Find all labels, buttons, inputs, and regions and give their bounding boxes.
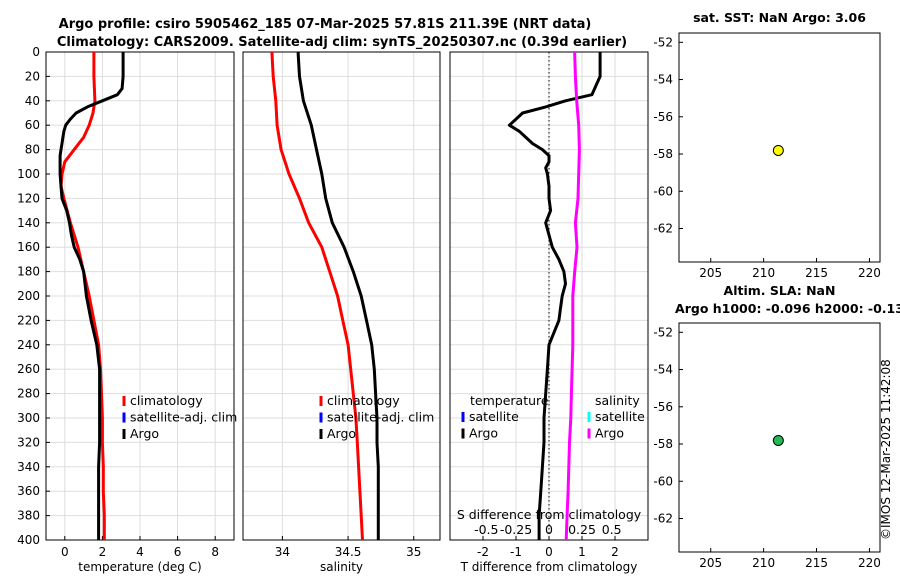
x-tick-label: -2 bbox=[477, 545, 489, 559]
legend-label: Argo bbox=[327, 426, 356, 441]
legend-label: satellite bbox=[469, 409, 519, 424]
y-tick-label: 200 bbox=[17, 289, 40, 303]
legend-label: climatology bbox=[327, 393, 400, 408]
series-argo bbox=[58, 52, 125, 540]
x-tick-label: 2 bbox=[611, 545, 619, 559]
y-tick-label: 40 bbox=[25, 94, 40, 108]
secondary-axis-label: S difference from climatology bbox=[457, 507, 642, 522]
y-tick-label: 180 bbox=[17, 265, 40, 279]
map-title: sat. SST: NaN Argo: 3.06 bbox=[693, 10, 866, 25]
y-tick-label: 340 bbox=[17, 460, 40, 474]
legend-label: satellite-adj. clim bbox=[327, 410, 434, 425]
panel-temperature: 0204060801001201401601802002202402602803… bbox=[17, 45, 237, 574]
x-tick-label: 210 bbox=[752, 556, 775, 570]
legend-label: Argo bbox=[469, 426, 498, 441]
legend-label: Argo bbox=[595, 426, 624, 441]
x-axis-label: T difference from climatology bbox=[460, 560, 638, 574]
argo-position-marker bbox=[772, 434, 784, 446]
secondary-tick-label: 0.5 bbox=[602, 522, 622, 537]
series-argo bbox=[296, 52, 380, 540]
legend-label: satellite-adj. clim bbox=[130, 410, 237, 425]
y-tick-label: -54 bbox=[653, 363, 673, 377]
secondary-tick-label: -0.5 bbox=[474, 522, 498, 537]
y-tick-label: -60 bbox=[653, 184, 673, 198]
legend-label: satellite bbox=[595, 409, 645, 424]
y-tick-label: -62 bbox=[653, 221, 673, 235]
legend-title-salinity: salinity bbox=[595, 393, 640, 408]
watermark: ©IMOS 12-Mar-2025 11:42:08 bbox=[879, 359, 893, 540]
y-tick-label: 120 bbox=[17, 191, 40, 205]
figure-title-line1: Argo profile: csiro 5905462_185 07-Mar-2… bbox=[59, 17, 592, 32]
panel-sst_map: sat. SST: NaN Argo: 3.06 -52 -54 -56 -58 -60 -… bbox=[653, 10, 880, 280]
x-tick-label: 0 bbox=[61, 545, 69, 559]
y-tick-label: 360 bbox=[17, 484, 40, 498]
y-tick-label: -62 bbox=[653, 511, 673, 525]
figure-title-line2: Climatology: CARS2009. Satellite-adj cli… bbox=[57, 35, 627, 50]
series-s-argo-clim bbox=[564, 52, 581, 541]
x-tick-label: 0 bbox=[545, 545, 553, 559]
x-axis-label: temperature (deg C) bbox=[78, 560, 201, 574]
x-tick-label: 6 bbox=[174, 545, 182, 559]
y-tick-label: -52 bbox=[653, 325, 673, 339]
y-tick-label: 20 bbox=[25, 69, 40, 83]
y-tick-label: 160 bbox=[17, 240, 40, 254]
secondary-tick-label: 0.25 bbox=[568, 522, 596, 537]
panel-salinity: 34 34.5 35 salinity climatology satellite-adj… bbox=[242, 51, 441, 574]
axes-frame bbox=[242, 51, 441, 541]
map-title: Altim. SLA: NaN bbox=[724, 283, 836, 298]
y-tick-label: -58 bbox=[653, 147, 673, 161]
x-tick-label: 220 bbox=[858, 266, 881, 280]
y-tick-label: 100 bbox=[17, 167, 40, 181]
map-subtitle: Argo h1000: -0.096 h2000: -0.13 bbox=[675, 301, 900, 316]
y-tick-label: 0 bbox=[32, 45, 40, 59]
x-tick-label: 220 bbox=[858, 556, 881, 570]
x-tick-label: 35 bbox=[406, 545, 421, 559]
x-tick-label: 205 bbox=[699, 266, 722, 280]
x-tick-label: 1 bbox=[578, 545, 586, 559]
x-tick-label: 2 bbox=[99, 545, 107, 559]
series-climatology bbox=[270, 51, 364, 541]
y-tick-label: 260 bbox=[17, 362, 40, 376]
map-frame bbox=[678, 322, 881, 553]
secondary-tick-label: -0.25 bbox=[500, 522, 532, 537]
x-tick-label: 215 bbox=[805, 266, 828, 280]
y-tick-label: -60 bbox=[653, 474, 673, 488]
legend-title-temperature: temperature bbox=[470, 393, 549, 408]
y-tick-label: -56 bbox=[653, 110, 673, 124]
panel-sla_map: Altim. SLA: NaN Argo h1000: -0.096 h2000:… bbox=[653, 283, 900, 570]
y-tick-label: 280 bbox=[17, 387, 40, 401]
x-tick-label: 205 bbox=[699, 556, 722, 570]
legend-label: Argo bbox=[130, 426, 159, 441]
x-tick-label: 8 bbox=[211, 545, 219, 559]
secondary-tick-label: 0 bbox=[545, 522, 553, 537]
y-tick-label: 300 bbox=[17, 411, 40, 425]
x-tick-label: -1 bbox=[510, 545, 522, 559]
x-tick-label: 34.5 bbox=[335, 545, 362, 559]
x-tick-label: 210 bbox=[752, 266, 775, 280]
y-tick-label: -54 bbox=[653, 73, 673, 87]
x-tick-label: 34 bbox=[275, 545, 290, 559]
y-tick-label: 140 bbox=[17, 216, 40, 230]
panel-differences: -2 -1 0 1 2T difference from climatology temp… bbox=[449, 51, 649, 574]
x-axis-label: salinity bbox=[320, 560, 363, 574]
y-tick-label: -56 bbox=[653, 400, 673, 414]
y-tick-label: 220 bbox=[17, 313, 40, 327]
y-tick-label: 400 bbox=[17, 533, 40, 547]
y-tick-label: 320 bbox=[17, 435, 40, 449]
y-tick-label: -58 bbox=[653, 437, 673, 451]
y-tick-label: 80 bbox=[25, 143, 40, 157]
y-tick-label: 380 bbox=[17, 509, 40, 523]
series-t-argo-clim bbox=[507, 52, 602, 540]
argo-position-marker bbox=[772, 144, 784, 156]
series-climatology bbox=[59, 52, 106, 540]
map-frame bbox=[678, 32, 881, 263]
x-tick-label: 4 bbox=[136, 545, 144, 559]
y-tick-label: 60 bbox=[25, 118, 40, 132]
y-tick-label: -52 bbox=[653, 35, 673, 49]
y-tick-label: 240 bbox=[17, 338, 40, 352]
x-tick-label: 215 bbox=[805, 556, 828, 570]
legend-label: climatology bbox=[130, 393, 203, 408]
